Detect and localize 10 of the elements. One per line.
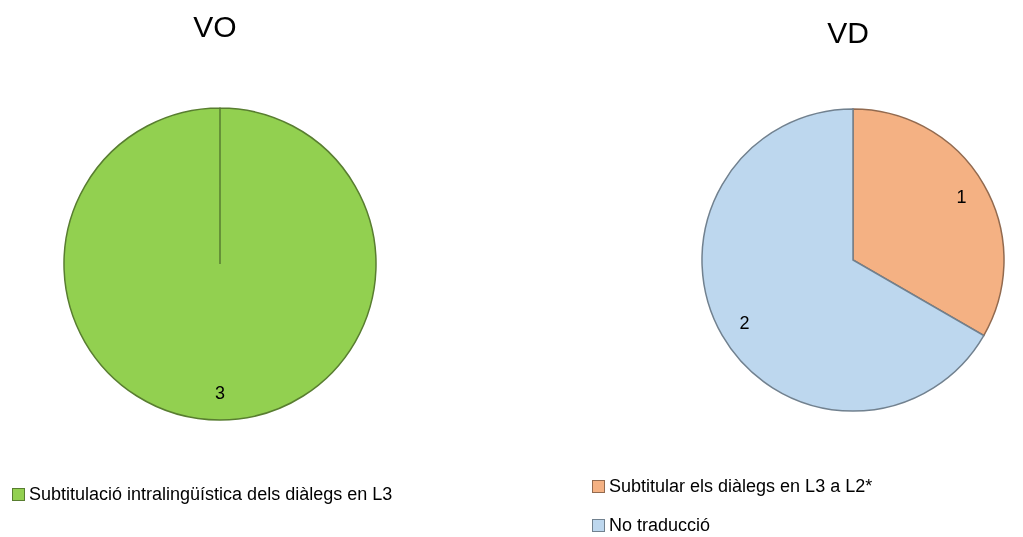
data-label: 2 [739, 312, 750, 333]
legend-label: No traducció [609, 514, 711, 537]
data-label: 3 [214, 383, 226, 404]
data-label: 1 [956, 187, 967, 208]
chart-title: VD [826, 16, 870, 50]
chart-title: VO [192, 10, 238, 44]
legend-label: Subtitulació intralingüística dels diàlegs en L3 [29, 483, 393, 506]
legend-label: Subtitular els diàlegs en L3 a L2* [609, 475, 873, 498]
pie-slice [852, 108, 1005, 337]
pie-slice [701, 108, 985, 412]
